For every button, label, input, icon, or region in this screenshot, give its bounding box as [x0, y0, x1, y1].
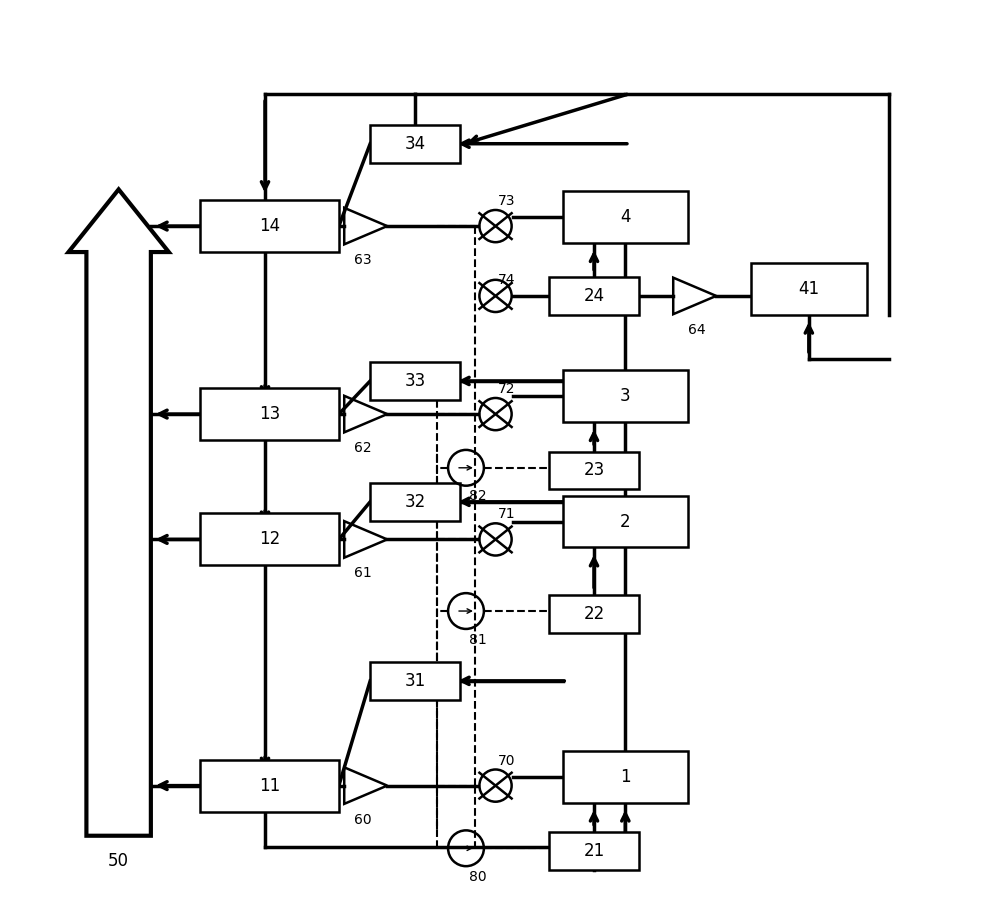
- Bar: [549, 452, 639, 489]
- Text: 70: 70: [498, 753, 516, 768]
- Bar: [563, 751, 688, 803]
- Text: 21: 21: [583, 842, 605, 860]
- Bar: [200, 760, 339, 812]
- Bar: [200, 388, 339, 440]
- Text: 63: 63: [354, 253, 372, 267]
- Text: 82: 82: [469, 489, 486, 504]
- Text: 3: 3: [620, 387, 631, 405]
- Text: 32: 32: [404, 493, 426, 511]
- Text: 22: 22: [583, 604, 605, 622]
- Bar: [370, 483, 460, 521]
- Text: 60: 60: [354, 813, 372, 827]
- Bar: [370, 362, 460, 400]
- Text: 74: 74: [498, 273, 516, 286]
- Text: 50: 50: [108, 852, 129, 870]
- Bar: [563, 191, 688, 243]
- Text: 41: 41: [798, 280, 819, 298]
- Bar: [370, 662, 460, 700]
- Text: 34: 34: [404, 135, 426, 153]
- Text: 80: 80: [469, 870, 486, 884]
- Bar: [751, 263, 867, 314]
- Text: 73: 73: [498, 194, 516, 208]
- Bar: [549, 832, 639, 870]
- Bar: [200, 514, 339, 566]
- Text: 11: 11: [259, 777, 280, 795]
- Text: 31: 31: [404, 672, 426, 690]
- Text: 12: 12: [259, 531, 280, 549]
- Text: 4: 4: [620, 208, 631, 226]
- Bar: [549, 594, 639, 632]
- Text: 24: 24: [583, 287, 605, 305]
- Bar: [200, 200, 339, 252]
- Text: 64: 64: [688, 323, 705, 337]
- Text: 71: 71: [498, 507, 516, 522]
- Text: 14: 14: [259, 217, 280, 235]
- Text: 33: 33: [404, 372, 426, 390]
- Text: 13: 13: [259, 405, 280, 423]
- Text: 1: 1: [620, 768, 631, 786]
- Bar: [563, 496, 688, 548]
- Bar: [370, 125, 460, 163]
- Text: 81: 81: [469, 633, 486, 647]
- Text: 61: 61: [354, 567, 372, 580]
- Bar: [563, 370, 688, 422]
- Text: 62: 62: [354, 441, 372, 455]
- Text: 72: 72: [498, 382, 516, 396]
- Bar: [549, 277, 639, 314]
- Text: 2: 2: [620, 513, 631, 531]
- Text: 23: 23: [583, 462, 605, 480]
